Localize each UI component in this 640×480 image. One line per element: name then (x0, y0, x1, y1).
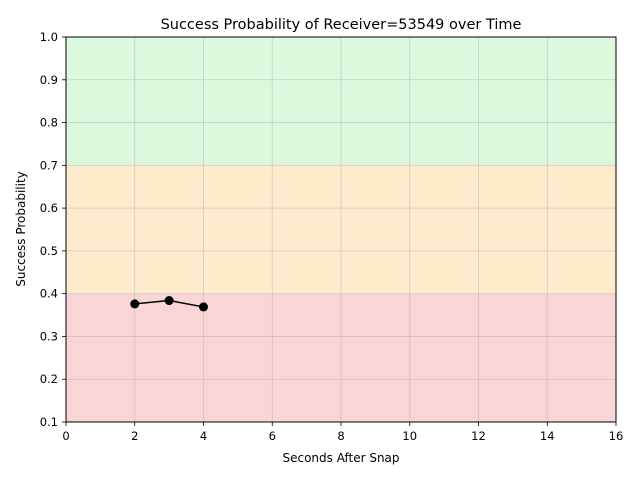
x-tick-label: 6 (269, 429, 276, 443)
y-tick-label: 0.4 (40, 287, 58, 301)
y-tick-label: 0.3 (40, 329, 58, 343)
data-point (130, 299, 140, 309)
y-tick-label: 0.7 (40, 158, 58, 172)
y-axis-label: Success Probability (14, 171, 28, 287)
x-tick-label: 2 (131, 429, 138, 443)
x-tick-label: 14 (540, 429, 555, 443)
x-axis-ticks: 0 2 4 6 8 10 12 14 16 (62, 422, 623, 443)
y-tick-label: 0.6 (40, 201, 58, 215)
data-point (164, 296, 174, 306)
y-tick-label: 0.5 (40, 244, 58, 258)
x-tick-label: 10 (402, 429, 417, 443)
y-tick-label: 0.8 (40, 116, 58, 130)
data-point (199, 302, 208, 312)
y-axis-ticks: 0.1 0.2 0.3 0.4 0.5 0.6 0.7 0.8 0.9 1.0 (40, 30, 66, 429)
x-tick-label: 12 (471, 429, 486, 443)
y-tick-label: 0.1 (40, 415, 58, 429)
chart-title: Success Probability of Receiver=53549 ov… (161, 17, 522, 33)
x-tick-label: 4 (200, 429, 207, 443)
x-tick-label: 16 (609, 429, 624, 443)
x-axis-label: Seconds After Snap (282, 451, 399, 465)
x-tick-label: 0 (62, 429, 69, 443)
y-tick-label: 1.0 (40, 30, 58, 44)
x-tick-label: 8 (337, 429, 344, 443)
series-group (130, 296, 208, 312)
y-tick-label: 0.9 (40, 73, 58, 87)
y-tick-label: 0.2 (40, 372, 58, 386)
